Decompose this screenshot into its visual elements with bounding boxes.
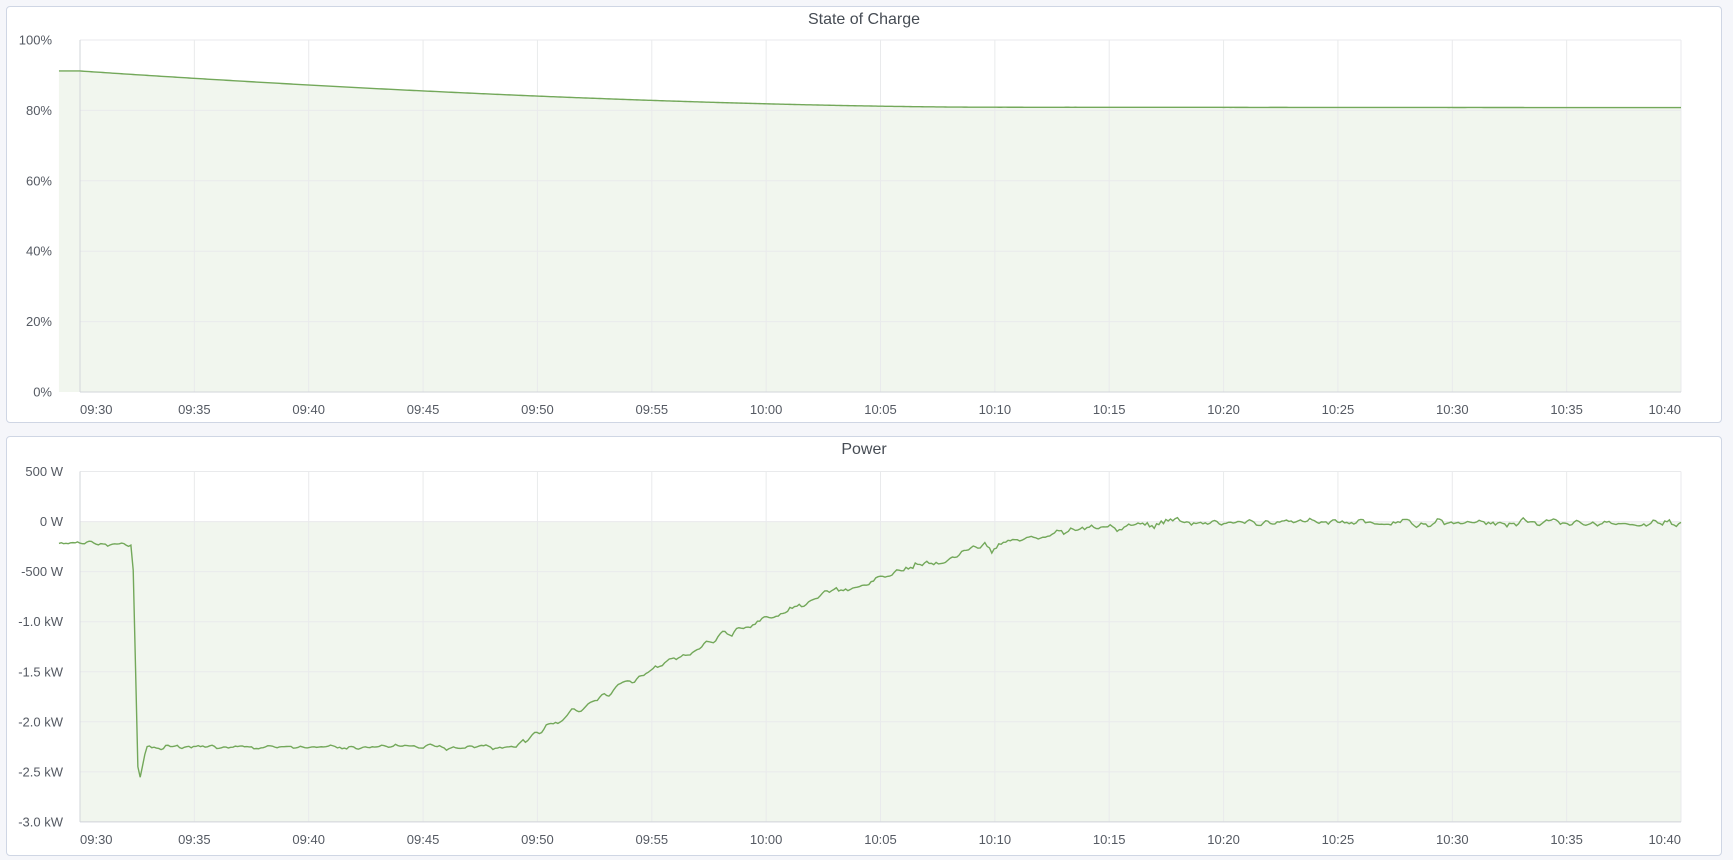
svg-text:10:15: 10:15 — [1093, 402, 1126, 417]
svg-text:09:45: 09:45 — [407, 832, 440, 847]
svg-text:60%: 60% — [26, 173, 52, 188]
svg-text:09:40: 09:40 — [292, 832, 325, 847]
svg-text:10:35: 10:35 — [1550, 402, 1583, 417]
svg-text:10:20: 10:20 — [1207, 402, 1240, 417]
svg-text:09:45: 09:45 — [407, 402, 440, 417]
svg-text:10:30: 10:30 — [1436, 832, 1469, 847]
svg-text:10:40: 10:40 — [1648, 832, 1681, 847]
svg-text:09:30: 09:30 — [80, 832, 113, 847]
svg-text:10:05: 10:05 — [864, 402, 897, 417]
svg-text:40%: 40% — [26, 244, 52, 259]
svg-text:80%: 80% — [26, 103, 52, 118]
svg-text:-1.0 kW: -1.0 kW — [18, 614, 64, 629]
svg-text:10:05: 10:05 — [864, 832, 897, 847]
svg-text:10:00: 10:00 — [750, 832, 783, 847]
svg-text:10:30: 10:30 — [1436, 402, 1469, 417]
svg-text:09:55: 09:55 — [636, 402, 669, 417]
svg-text:10:40: 10:40 — [1648, 402, 1681, 417]
svg-text:500 W: 500 W — [25, 464, 63, 479]
svg-text:09:50: 09:50 — [521, 402, 554, 417]
svg-text:10:10: 10:10 — [979, 832, 1012, 847]
svg-text:09:35: 09:35 — [178, 832, 211, 847]
svg-text:09:35: 09:35 — [178, 402, 211, 417]
svg-text:10:15: 10:15 — [1093, 832, 1126, 847]
svg-text:10:25: 10:25 — [1322, 402, 1355, 417]
svg-text:0 W: 0 W — [40, 514, 64, 529]
svg-text:-2.5 kW: -2.5 kW — [18, 764, 64, 779]
svg-text:10:35: 10:35 — [1550, 832, 1583, 847]
svg-text:-3.0 kW: -3.0 kW — [18, 814, 64, 829]
svg-text:09:55: 09:55 — [636, 832, 669, 847]
svg-text:10:10: 10:10 — [979, 402, 1012, 417]
svg-text:10:00: 10:00 — [750, 402, 783, 417]
svg-text:10:20: 10:20 — [1207, 832, 1240, 847]
svg-text:100%: 100% — [19, 33, 53, 48]
svg-text:09:40: 09:40 — [292, 402, 325, 417]
svg-text:-2.0 kW: -2.0 kW — [18, 714, 64, 729]
svg-text:10:25: 10:25 — [1322, 832, 1355, 847]
svg-text:0%: 0% — [33, 385, 52, 400]
svg-text:-1.5 kW: -1.5 kW — [18, 664, 64, 679]
svg-text:-500 W: -500 W — [21, 564, 64, 579]
svg-text:20%: 20% — [26, 314, 52, 329]
svg-text:09:30: 09:30 — [80, 402, 113, 417]
svg-text:09:50: 09:50 — [521, 832, 554, 847]
